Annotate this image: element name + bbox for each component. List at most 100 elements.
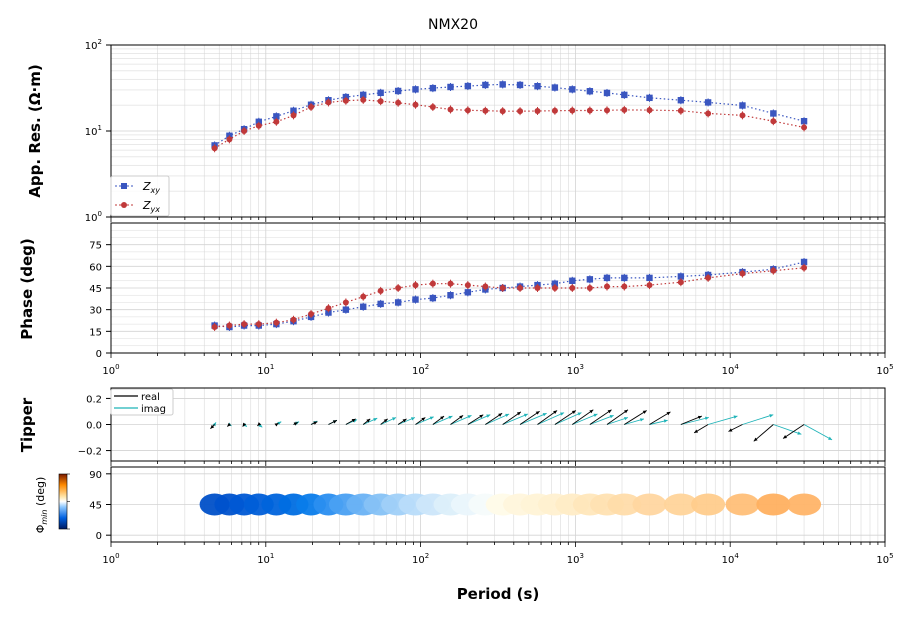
zyx-point bbox=[325, 99, 332, 106]
zxy-point bbox=[586, 88, 594, 95]
zxy-phase-point bbox=[569, 277, 576, 284]
phimin-ellipse bbox=[725, 493, 760, 516]
zyx-phase-point bbox=[770, 267, 777, 274]
tipper-real-arrow bbox=[753, 424, 774, 442]
phase-ytick-label: 0 bbox=[96, 349, 102, 360]
zyx-point bbox=[739, 112, 746, 119]
tipper-imag-arrow-head bbox=[639, 418, 644, 422]
zyx-point bbox=[447, 106, 454, 113]
zyx-phase-point bbox=[377, 287, 384, 294]
tipper-real-arrow-head bbox=[666, 411, 671, 416]
zxy-phase-point bbox=[800, 258, 808, 266]
x-tick-label: 100 bbox=[102, 552, 119, 566]
zyx-phase-point bbox=[499, 285, 506, 291]
zyx-phase-point bbox=[705, 274, 712, 281]
tipper-real-arrow bbox=[572, 409, 594, 425]
tipper-real-arrow-head bbox=[553, 410, 558, 415]
zyx-point bbox=[273, 118, 280, 125]
colorbar-ticks bbox=[67, 473, 70, 530]
zxy-point bbox=[429, 84, 437, 92]
tipper-real-arrow bbox=[537, 410, 558, 425]
tipper-imag-arrow bbox=[537, 412, 565, 425]
tipper-ytick-label: 0.0 bbox=[86, 421, 102, 432]
phimin-ellipse bbox=[632, 493, 667, 516]
tipper-real-arrow-head bbox=[535, 411, 540, 415]
zxy-point bbox=[273, 113, 280, 120]
legend-real: real bbox=[141, 392, 160, 403]
x-tick-label: 100 bbox=[102, 363, 119, 377]
tipper-imag-arrow bbox=[572, 413, 598, 425]
zxy-phase-point bbox=[603, 274, 611, 282]
zyx-point bbox=[621, 106, 628, 113]
zxy-phase-point bbox=[377, 300, 384, 308]
tipper-imag-arrow bbox=[707, 415, 738, 425]
tipper-real-arrow-head bbox=[783, 435, 788, 439]
zxy-point bbox=[499, 81, 506, 88]
tipper-imag-arrow-head bbox=[277, 421, 282, 425]
tipper-real-arrow-head bbox=[479, 414, 484, 419]
zyx-point bbox=[395, 99, 402, 106]
zyx-point bbox=[586, 107, 593, 114]
tipper-imag-arrow-head bbox=[523, 413, 528, 417]
x-tick-label: 102 bbox=[412, 363, 429, 377]
period-axis-lower: 100 101 102 103 104 105 bbox=[102, 542, 894, 566]
tipper-real-arrow-head bbox=[257, 422, 262, 426]
tipper-ytick-label: −0.2 bbox=[78, 447, 102, 458]
tipper-real-arrow-head bbox=[642, 410, 647, 414]
zyx-phase-point bbox=[360, 293, 367, 300]
zxy-phase-point bbox=[646, 274, 653, 282]
zyx-phase-point bbox=[517, 285, 524, 291]
tipper-real-arrow-head bbox=[293, 422, 298, 426]
res-legend: Zxy Zyx bbox=[110, 175, 170, 217]
zxy-point bbox=[621, 91, 628, 99]
phimin-ellipse bbox=[756, 493, 791, 516]
tipper-imag-arrow bbox=[467, 414, 491, 425]
zyx-point bbox=[226, 136, 233, 143]
tipper-real-arrow-head bbox=[459, 415, 464, 419]
tipper-real-arrow-head bbox=[753, 437, 758, 442]
panel-tipper: −0.2 0.0 0.2 Tipper real imag bbox=[18, 387, 886, 466]
zyx-phase-point bbox=[621, 283, 628, 290]
zyx-point bbox=[770, 118, 777, 125]
zyx-phase-point bbox=[739, 270, 746, 277]
tipper-imag-arrow bbox=[554, 412, 582, 425]
tipper-grid bbox=[110, 388, 885, 461]
zxy-phase-point bbox=[447, 292, 454, 299]
zyx-phase-point bbox=[534, 285, 541, 291]
zyx-phase-point bbox=[342, 299, 349, 306]
zyx-phase-point bbox=[395, 285, 402, 291]
tipper-real-arrow-head bbox=[571, 410, 576, 414]
tipper-real-arrow-head bbox=[383, 418, 388, 423]
zyx-phase-point bbox=[569, 285, 576, 291]
tipper-real-arrow bbox=[649, 411, 671, 425]
phase-ytick-label: 60 bbox=[89, 262, 102, 273]
tipper-real-arrow-head bbox=[366, 418, 371, 423]
zyx-phase-point bbox=[241, 321, 248, 328]
zyx-point bbox=[241, 128, 248, 134]
zxy-phase-point bbox=[586, 276, 594, 283]
zyx-phase-point bbox=[646, 282, 653, 289]
legend-imag: imag bbox=[141, 404, 166, 415]
zxy-point bbox=[739, 102, 746, 109]
period-axis-upper: 100 101 102 103 104 105 bbox=[102, 353, 894, 377]
zxy-point bbox=[704, 99, 712, 106]
zyx-point bbox=[705, 110, 712, 117]
tipper-real-arrow-head bbox=[516, 411, 521, 416]
tipper-real-arrow-head bbox=[332, 420, 337, 424]
zxy-phase-point bbox=[412, 296, 419, 303]
tipper-real-arrow-head bbox=[694, 429, 699, 433]
res-grid bbox=[110, 45, 885, 218]
legend-zxy: Zxy bbox=[142, 180, 160, 195]
tipper-legend: real imag bbox=[110, 388, 174, 416]
tipper-real-arrow-head bbox=[697, 415, 702, 420]
zyx-phase-point bbox=[482, 283, 489, 290]
zyx-phase-point bbox=[308, 311, 315, 317]
zyx-phase-point bbox=[429, 280, 436, 287]
zyx-phase-point bbox=[447, 280, 454, 287]
panel-phimin: 0 45 90 Φmin (deg) 100 101 102 103 104 105 bbox=[34, 466, 894, 566]
tipper-imag-arrow bbox=[502, 413, 529, 425]
legend-zyx: Zyx bbox=[142, 199, 160, 214]
tipper-imag-arrow-head bbox=[486, 414, 491, 418]
zyx-point bbox=[677, 107, 684, 114]
